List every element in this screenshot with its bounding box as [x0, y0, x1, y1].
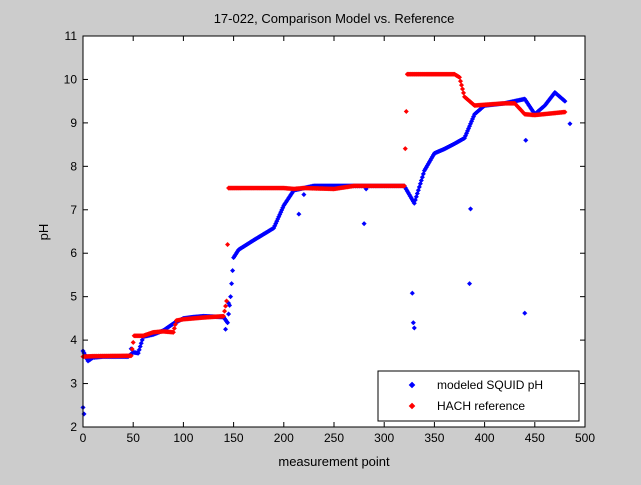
- x-tick-label: 350: [424, 431, 444, 445]
- legend-box: [377, 370, 580, 422]
- legend-label-hach-reference: HACH reference: [437, 399, 525, 413]
- data-point: [222, 303, 229, 309]
- x-axis-label: measurement point: [278, 454, 390, 469]
- data-point: [170, 329, 176, 335]
- data-point: [416, 184, 422, 190]
- data-point: [220, 313, 227, 319]
- data-point: [171, 325, 177, 331]
- data-point: [456, 74, 463, 80]
- data-point: [139, 337, 145, 343]
- axis-ticks: 0 50 100 150 200 250 300 350 400 450 500 2 3 4 5 6 7 8 9 10…: [64, 29, 596, 445]
- data-point: [466, 281, 473, 287]
- y-tick-label: 7: [70, 203, 77, 217]
- data-point: [562, 109, 568, 115]
- data-point: [128, 353, 134, 359]
- data-point: [138, 340, 144, 346]
- data-point: [410, 320, 416, 326]
- legend-marker-hach-reference: [408, 402, 416, 410]
- data-point: [361, 221, 367, 227]
- data-point: [420, 171, 426, 177]
- x-tick-label: 100: [173, 431, 193, 445]
- x-tick-label: 450: [525, 431, 545, 445]
- data-point: [221, 308, 228, 314]
- y-tick-label: 6: [70, 246, 77, 260]
- data-point: [301, 191, 307, 198]
- data-point: [460, 90, 467, 96]
- data-point: [224, 320, 231, 326]
- data-point: [567, 121, 573, 127]
- data-point: [417, 181, 423, 187]
- data-point: [411, 325, 417, 331]
- data-point: [224, 241, 231, 248]
- x-tick-label: 500: [575, 431, 595, 445]
- data-point: [523, 137, 529, 143]
- data-point: [223, 298, 230, 304]
- y-tick-label: 4: [70, 333, 77, 347]
- data-point: [172, 321, 178, 328]
- y-tick-label: 3: [70, 377, 77, 391]
- y-tick-label: 5: [70, 290, 77, 304]
- data-point: [409, 290, 415, 296]
- y-axis-label: pH: [36, 224, 51, 241]
- data-point: [415, 187, 421, 193]
- data-point: [136, 347, 142, 353]
- legend-label-modeled-squid-ph: modeled SQUID pH: [437, 378, 543, 392]
- data-point: [137, 343, 143, 350]
- y-tick-label: 2: [70, 420, 77, 434]
- legend-marker: [408, 381, 416, 389]
- series-hach-reference: [80, 71, 568, 360]
- data-point: [522, 310, 528, 316]
- y-tick-label: 9: [70, 116, 77, 130]
- data-point: [129, 346, 135, 352]
- x-tick-label: 400: [475, 431, 495, 445]
- data-point: [296, 211, 302, 217]
- legend-marker: [408, 402, 416, 410]
- x-tick-label: 150: [224, 431, 244, 445]
- x-tick-label: 300: [374, 431, 394, 445]
- data-point: [458, 82, 465, 88]
- x-tick-label: 50: [127, 431, 141, 445]
- y-tick-label: 11: [65, 29, 78, 43]
- x-tick-label: 0: [80, 431, 87, 445]
- legend: modeled SQUID pH HACH reference: [377, 370, 580, 422]
- data-point: [229, 281, 235, 287]
- data-point: [419, 174, 425, 180]
- data-point: [562, 98, 568, 104]
- data-point: [457, 78, 464, 84]
- data-point: [230, 268, 236, 274]
- y-tick-label: 8: [70, 159, 77, 173]
- data-point: [418, 177, 424, 184]
- data-points: [80, 71, 573, 417]
- data-point: [225, 311, 232, 317]
- data-point: [401, 183, 407, 189]
- data-point: [402, 146, 408, 152]
- x-tick-label: 200: [274, 431, 294, 445]
- data-point: [228, 294, 234, 300]
- chart-title: 17-022, Comparison Model vs. Reference: [214, 11, 455, 26]
- data-point: [467, 206, 474, 212]
- data-point: [459, 86, 466, 92]
- x-tick-label: 250: [324, 431, 344, 445]
- data-point: [130, 339, 136, 346]
- data-point: [403, 108, 409, 115]
- plot-area: [83, 36, 585, 427]
- legend-marker-modeled-squid-ph: [408, 381, 416, 389]
- y-tick-label: 10: [64, 72, 78, 86]
- data-point: [222, 326, 229, 332]
